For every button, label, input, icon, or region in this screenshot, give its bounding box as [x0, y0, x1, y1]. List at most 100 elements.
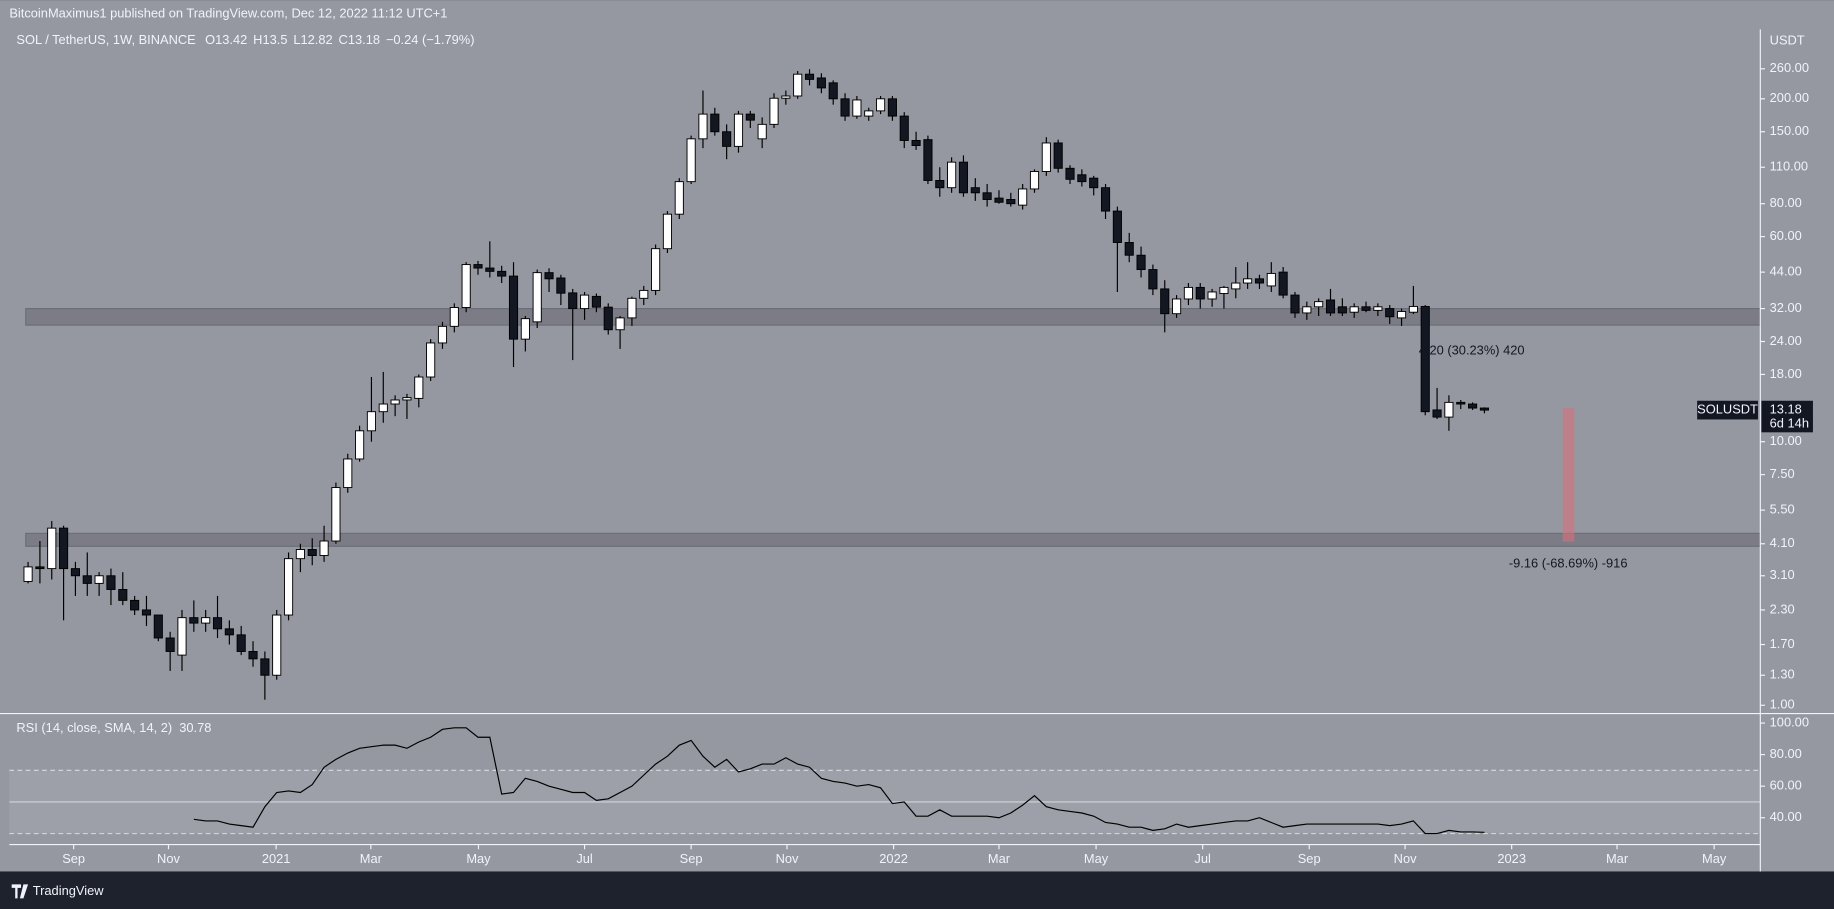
candle-body — [295, 549, 305, 560]
measure-annotation: -9.16 (-68.69%) -916 — [1509, 555, 1628, 570]
current-price: 13.18 — [1770, 401, 1802, 416]
candle-body — [1065, 167, 1075, 180]
candle-body — [1006, 199, 1016, 205]
price-badge — [1761, 400, 1813, 433]
candle-body — [745, 113, 755, 121]
candle-body — [852, 99, 862, 117]
y-tick-label: 80.00 — [1770, 746, 1802, 761]
candle-body — [520, 318, 530, 340]
measure-annotation: 4.20 (30.23%) 420 — [1419, 342, 1525, 357]
candle-body — [733, 113, 744, 147]
rsi-title: RSI (14, close, SMA, 14, 2) — [16, 720, 172, 735]
candle-body — [935, 180, 945, 189]
x-tick-label: Sep — [680, 851, 703, 866]
candle-body — [236, 634, 246, 652]
candle-body — [1243, 278, 1253, 284]
candle-body — [224, 628, 234, 636]
candle-body — [1420, 305, 1430, 413]
candle-body — [485, 267, 495, 272]
candle-body — [177, 617, 187, 656]
candle-body — [1148, 269, 1158, 290]
candle-body — [544, 272, 554, 280]
candle-body — [1041, 142, 1051, 172]
candle-body — [1408, 305, 1418, 313]
candle-body — [1254, 278, 1265, 284]
candle-body — [59, 527, 69, 570]
y-tick-label: 260.00 — [1770, 60, 1809, 75]
candle-body — [94, 575, 104, 584]
candle-body — [698, 113, 708, 140]
y-tick-label: 32.00 — [1770, 300, 1802, 315]
support-zone — [25, 532, 1761, 547]
candle-body — [580, 294, 590, 310]
candle-body — [1089, 177, 1099, 189]
candle-body — [35, 566, 45, 570]
ohlc-letter: H — [253, 32, 262, 47]
support-zone — [25, 307, 1761, 326]
candle-body — [568, 292, 578, 310]
x-tick-label: May — [1084, 851, 1109, 866]
y-tick-label: 18.00 — [1770, 366, 1802, 381]
y-tick-label: 10.00 — [1770, 433, 1802, 448]
candle-body — [331, 487, 341, 542]
candle-body — [260, 658, 270, 676]
candle-body — [1432, 409, 1442, 418]
candle-body — [426, 342, 436, 378]
candle-body — [710, 113, 720, 133]
candle-body — [1029, 171, 1040, 190]
candle-body — [757, 123, 767, 140]
candle-body — [639, 289, 649, 299]
y-tick-label: 5.50 — [1770, 502, 1795, 517]
candle-body — [686, 138, 696, 183]
ohlc-letter: O — [205, 32, 215, 47]
candle-body — [1112, 210, 1122, 243]
candle-body — [1160, 288, 1170, 315]
candle-body — [1018, 188, 1028, 206]
brand-logo — [11, 884, 29, 899]
candle-body — [1195, 286, 1205, 300]
y-tick-label: 3.10 — [1770, 567, 1795, 582]
candle-body — [1077, 174, 1087, 183]
y-tick-label: 2.30 — [1770, 601, 1795, 616]
x-tick-label: Sep — [1298, 851, 1321, 866]
candle-body — [23, 566, 33, 582]
x-tick-label: May — [1702, 851, 1727, 866]
y-tick-label: 24.00 — [1770, 333, 1802, 348]
publish-info: BitcoinMaximus1 published on TradingView… — [9, 6, 447, 21]
candle-body — [212, 617, 223, 630]
candle-body — [473, 264, 483, 269]
candle-body — [47, 527, 57, 570]
candle-body — [82, 575, 92, 584]
candle-body — [366, 411, 376, 432]
candle-body — [461, 264, 471, 308]
x-tick-label: Jul — [1194, 851, 1210, 866]
x-tick-label: Nov — [1394, 851, 1417, 866]
candle-body — [118, 589, 128, 601]
candle-body — [828, 82, 838, 100]
y-tick-label: 4.10 — [1770, 535, 1795, 550]
candle-body — [1053, 142, 1063, 169]
y-tick-label: 60.00 — [1770, 228, 1802, 243]
candle-body — [603, 306, 613, 331]
candle-body — [911, 139, 921, 146]
candle-body — [1396, 311, 1407, 319]
ohlc-value: 12.82 — [301, 32, 333, 47]
x-tick-label: Sep — [62, 851, 85, 866]
candle-body — [165, 637, 175, 652]
candle-body — [1479, 407, 1489, 411]
candle-body — [189, 617, 199, 624]
candle-body — [130, 599, 140, 611]
candle-body — [982, 192, 992, 200]
candle-body — [390, 399, 400, 405]
candle-body — [508, 275, 519, 340]
candle-body — [970, 187, 980, 194]
chart-background — [0, 0, 1834, 872]
candle-body — [864, 110, 874, 117]
candle-body — [923, 139, 933, 181]
candle-body — [414, 376, 424, 399]
y-tick-label: 110.00 — [1770, 159, 1808, 174]
y-tick-label: 7.50 — [1770, 466, 1795, 481]
ohlc-letter: C — [339, 32, 348, 47]
candle-body — [899, 115, 909, 141]
ohlc-value: 13.5 — [262, 32, 287, 47]
